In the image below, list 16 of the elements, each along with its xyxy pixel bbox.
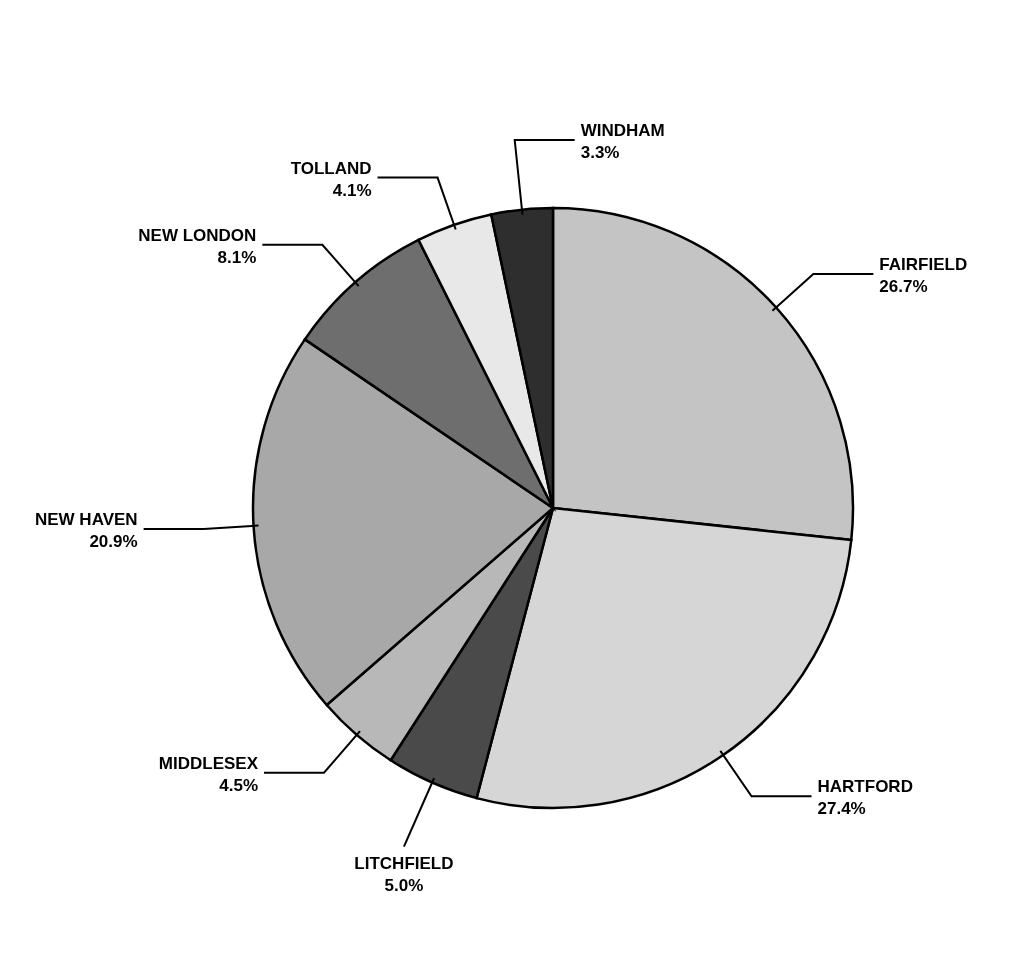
- slice-label: NEW HAVEN: [34, 509, 138, 529]
- slice-label: TOLLAND: [290, 158, 372, 178]
- data-label: 3.3%: [580, 142, 620, 162]
- data-label: 4.5%: [219, 775, 259, 795]
- data-label: 20.9%: [89, 531, 138, 551]
- data-label: 5.0%: [384, 875, 424, 895]
- data-label: 4.1%: [332, 180, 372, 200]
- data-label: 27.4%: [817, 799, 866, 819]
- slice-label: HARTFORD: [817, 777, 913, 797]
- slice-label: FAIRFIELD: [879, 255, 968, 275]
- data-label: 8.1%: [217, 247, 257, 267]
- data-label: 26.7%: [879, 277, 928, 297]
- slice-label: WINDHAM: [580, 120, 665, 140]
- slice-label: MIDDLESEX: [158, 753, 259, 773]
- slice-label: NEW LONDON: [138, 225, 257, 245]
- slice-label: LITCHFIELD: [354, 853, 454, 873]
